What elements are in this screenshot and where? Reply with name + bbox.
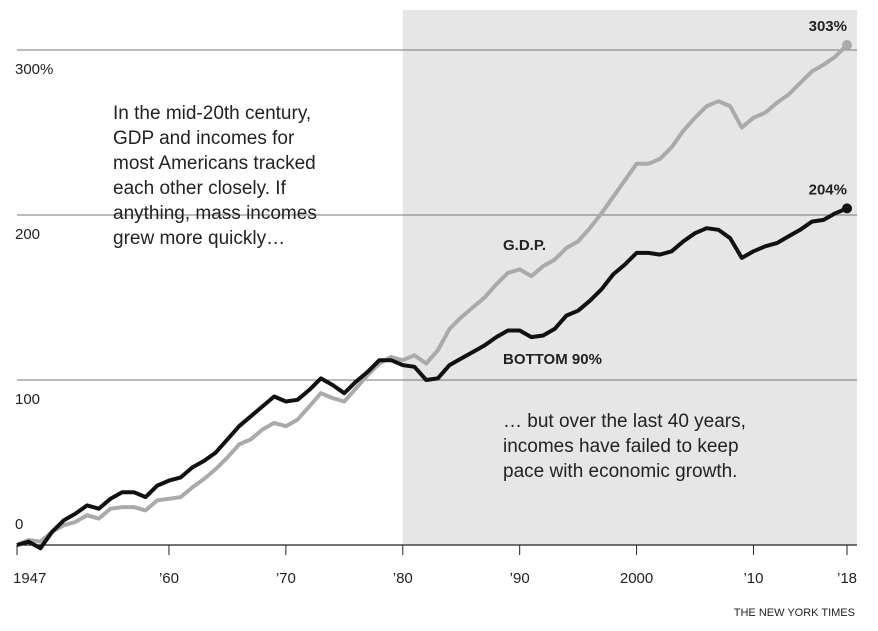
annotation-line: pace with economic growth. xyxy=(503,461,737,482)
annotation-line: grew more quickly… xyxy=(113,228,285,249)
x-tick-label: ’80 xyxy=(393,570,413,587)
end-point xyxy=(842,40,852,51)
value-label: 204% xyxy=(809,181,847,198)
x-tick-label: ’10 xyxy=(743,570,763,587)
series-line xyxy=(16,206,848,551)
x-tick-label: 1947 xyxy=(13,570,46,587)
x-tick-label: ’90 xyxy=(510,570,530,587)
annotation-line: GDP and incomes for xyxy=(113,128,295,149)
y-tick-label: 0 xyxy=(15,516,23,533)
y-tick-label: 100 xyxy=(15,391,40,408)
y-tick-label: 300% xyxy=(15,61,53,78)
series-label: G.D.P. xyxy=(503,237,546,254)
annotation-line: … but over the last 40 years, xyxy=(503,411,746,432)
annotation-line: In the mid-20th century, xyxy=(113,103,311,124)
annotation-line: each other closely. If xyxy=(113,178,287,199)
value-label: 303% xyxy=(809,18,847,35)
annotation-line: incomes have failed to keep xyxy=(503,436,739,457)
series-line xyxy=(16,43,849,547)
x-tick-label: 2000 xyxy=(620,570,653,587)
end-point xyxy=(842,203,852,214)
source: THE NEW YORK TIMES xyxy=(734,607,855,619)
annotation-line: most Americans tracked xyxy=(113,153,316,174)
x-tick-label: ’60 xyxy=(159,570,179,587)
y-tick-label: 200 xyxy=(15,226,40,243)
annotation-line: anything, mass incomes xyxy=(113,203,317,224)
x-tick-label: ’70 xyxy=(276,570,296,587)
series-label: BOTTOM 90% xyxy=(503,351,602,368)
x-tick-label: ’18 xyxy=(837,570,857,587)
